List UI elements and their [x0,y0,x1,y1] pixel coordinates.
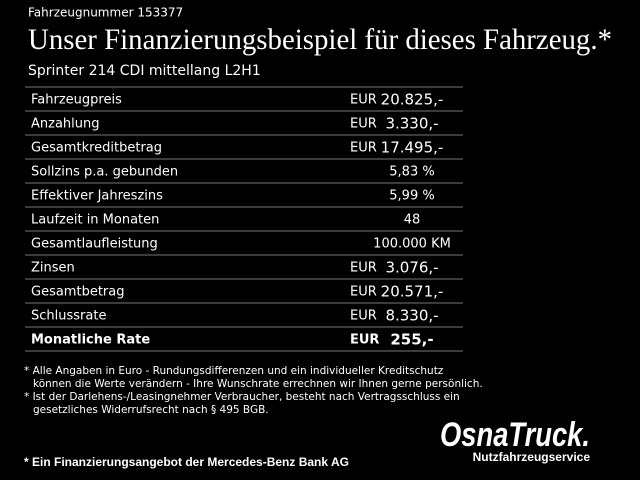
row-label: Sollzins p.a. gebunden [31,165,178,180]
table-row: Schlussrate EUR 8.330,- [31,307,439,325]
row-currency: EUR [350,333,379,348]
row-value: 3.076,- [385,259,438,277]
row-label: Gesamtbetrag [31,285,124,300]
table-row: Gesamtkreditbetrag EUR 17.495,- [31,139,443,157]
row-currency: EUR [350,141,377,156]
table-row: Gesamtlaufleistung 100.000 KM [31,237,451,252]
vehicle-number: Fahrzeugnummer 153377 [28,6,183,20]
title: Unser Finanzierungsbeispiel für dieses F… [28,23,612,56]
table-row: Anzahlung EUR 3.330,- [31,115,439,133]
row-currency: EUR [350,285,377,300]
logo-tagline: Nutzfahrzeugservice [473,450,591,464]
table-row: Gesamtbetrag EUR 20.571,- [31,283,443,301]
table: Fahrzeugpreis EUR 20.825,- Anzahlung EUR 3.33… [25,86,463,352]
row-label: Effektiver Jahreszins [31,189,163,204]
table-row: Monatliche Rate EUR 255,- [31,331,434,349]
table-row: Sollzins p.a. gebunden 5,83 % [31,165,435,180]
row-value: 20.825,- [381,91,444,109]
table-row: Zinsen EUR 3.076,- [31,259,439,277]
row-value: 5,99 % [389,189,434,204]
footnotes: * Alle Angaben in Euro - Rundungsdiffere… [24,365,483,416]
row-value: 20.571,- [381,283,444,301]
row-label: Zinsen [31,261,75,276]
footnote-line: können die Werte verändern - Ihre Wunsch… [33,378,483,390]
bottom-note: * Ein Finanzierungsangebot der Mercedes-… [24,455,349,469]
row-currency: EUR [350,117,377,132]
row-value: 8.330,- [385,307,438,325]
row-label: Gesamtkreditbetrag [31,141,162,156]
footnote-line: * Alle Angaben in Euro - Rundungsdiffere… [24,365,444,377]
row-label: Laufzeit in Monaten [31,213,159,228]
row-value: 17.495,- [381,139,444,157]
row-label: Fahrzeugpreis [31,93,122,108]
logo: OsnaTruck. [440,416,590,454]
row-value: 100.000 KM [373,237,451,252]
row-currency: EUR [350,309,377,324]
table-row: Effektiver Jahreszins 5,99 % [31,189,435,204]
row-currency: EUR [350,93,377,108]
row-label: Anzahlung [31,117,100,132]
row-label: Gesamtlaufleistung [31,237,158,252]
row-value: 5,83 % [389,165,434,180]
table-row: Fahrzeugpreis EUR 20.825,- [31,91,443,109]
row-label: Schlussrate [31,309,106,324]
footnote-line: gesetzliches Widerrufsrecht nach § 495 B… [33,404,269,416]
row-value: 48 [404,213,421,228]
table-row: Laufzeit in Monaten 48 [31,213,420,228]
footnote-line: * Ist der Darlehens-/Leasingnehmer Verbr… [24,391,460,403]
row-currency: EUR [350,261,377,276]
subtitle: Sprinter 214 CDI mittellang L2H1 [28,63,261,79]
row-value: 3.330,- [385,115,438,133]
row-label: Monatliche Rate [31,333,150,348]
row-value: 255,- [390,331,433,349]
